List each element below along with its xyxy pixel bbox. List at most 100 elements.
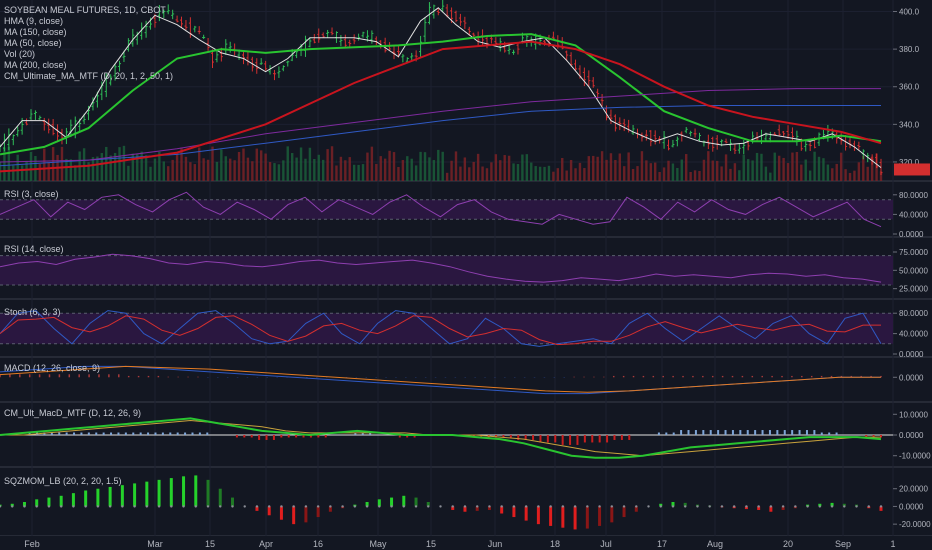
volume-bar xyxy=(189,162,192,181)
volume-bar xyxy=(255,148,258,181)
sqz-dot xyxy=(11,505,14,508)
macd-tick-label: 0.0000 xyxy=(899,373,924,382)
x-tick-label: Jun xyxy=(488,539,503,549)
volume-bar xyxy=(645,160,648,181)
rsi14-tick-label: 50.0000 xyxy=(899,266,928,275)
volume-bar xyxy=(561,157,564,181)
volume-bar xyxy=(383,158,387,181)
volume-bar xyxy=(649,163,652,181)
volume-bar xyxy=(379,156,382,181)
volume-bar xyxy=(640,151,644,181)
sqz-dot xyxy=(830,505,834,508)
volume-bar xyxy=(707,151,710,181)
sqz-dot xyxy=(341,505,344,508)
volume-bar xyxy=(760,153,763,181)
volume-bar xyxy=(490,162,493,181)
volume-bar xyxy=(534,166,537,181)
volume-bar xyxy=(16,154,19,181)
pane-macd xyxy=(0,358,893,402)
sqz-dot xyxy=(512,505,516,508)
overlay-line-4 xyxy=(0,40,882,173)
volume-bar xyxy=(499,160,502,181)
volume-bar xyxy=(738,170,741,181)
volume-bar xyxy=(82,148,86,181)
volume-bar xyxy=(406,156,409,181)
volume-bar xyxy=(153,158,157,181)
legend-macd: MACD (12, 26, close, 9) xyxy=(4,363,100,373)
sqz-dot xyxy=(671,505,675,508)
volume-bar xyxy=(401,160,405,181)
volume-bar xyxy=(122,145,126,181)
volume-bar xyxy=(751,160,754,181)
legend-rsi3: RSI (3, close) xyxy=(4,189,59,199)
volume-bar xyxy=(118,147,121,181)
volume-bar xyxy=(397,166,400,181)
volume-bar xyxy=(578,162,582,181)
cm-tick-label: 0.0000 xyxy=(899,431,924,440)
sqz-dot xyxy=(72,505,75,508)
volume-bar xyxy=(831,168,834,181)
sqz-dot xyxy=(182,505,185,508)
overlay-line-2 xyxy=(0,33,882,156)
volume-bar xyxy=(264,153,267,181)
volume-bar xyxy=(671,163,675,181)
volume-bar xyxy=(193,164,196,181)
volume-bar xyxy=(366,152,369,181)
volume-bar xyxy=(658,171,661,181)
volume-bar xyxy=(144,155,148,181)
volume-bar xyxy=(273,163,276,181)
volume-bar xyxy=(547,165,551,181)
legend-rsi14: RSI (14, close) xyxy=(4,244,64,254)
sqz-dot xyxy=(280,505,283,508)
volume-bar xyxy=(96,156,99,181)
volume-bar xyxy=(215,161,219,181)
volume-bar xyxy=(131,153,135,181)
sqz-dot xyxy=(843,505,846,508)
volume-bar xyxy=(308,147,312,181)
stoch-d-line xyxy=(0,315,881,346)
x-tick-label: 16 xyxy=(313,539,323,549)
volume-bar xyxy=(304,158,307,181)
sqz-dot xyxy=(402,505,405,508)
x-tick-label: 1 xyxy=(890,539,895,549)
volume-bar xyxy=(25,160,28,181)
volume-bar xyxy=(388,150,391,181)
volume-bar xyxy=(352,164,356,181)
sqz-dot xyxy=(59,505,63,508)
volume-bar xyxy=(733,163,737,181)
volume-bar xyxy=(711,160,714,181)
rsi3-line xyxy=(0,191,882,228)
volume-bar xyxy=(233,160,236,181)
sqz-dot xyxy=(500,505,503,508)
volume-bar xyxy=(494,154,498,181)
volume-bar xyxy=(313,158,316,181)
volume-bar xyxy=(530,162,533,181)
volume-bar xyxy=(47,162,50,181)
volume-bar xyxy=(29,151,33,181)
volume-bar xyxy=(667,160,670,181)
rsi14-tick-label: 25.0000 xyxy=(899,285,928,294)
volume-bar xyxy=(428,157,431,181)
volume-bar xyxy=(65,158,68,181)
volume-bar xyxy=(804,159,807,181)
volume-bar xyxy=(777,155,781,181)
x-tick-label: Apr xyxy=(259,539,273,549)
sqz-dot xyxy=(206,505,210,508)
volume-bar xyxy=(344,160,347,181)
sqz-dot xyxy=(561,505,565,508)
volume-bar xyxy=(459,166,462,181)
volume-bar xyxy=(237,151,241,181)
sqz-dot xyxy=(708,505,711,508)
sqz-dot xyxy=(610,505,614,508)
sqz-dot xyxy=(133,505,136,508)
volume-bar xyxy=(317,154,320,181)
volume-bar xyxy=(835,163,838,181)
x-tick-label: 15 xyxy=(426,539,436,549)
sqz-dot xyxy=(659,505,662,508)
volume-bar xyxy=(206,159,210,181)
volume-bar xyxy=(605,159,608,181)
volume-bar xyxy=(410,158,413,181)
volume-bar xyxy=(299,147,303,181)
volume-bar xyxy=(220,149,223,181)
sqz-dot xyxy=(292,505,295,508)
